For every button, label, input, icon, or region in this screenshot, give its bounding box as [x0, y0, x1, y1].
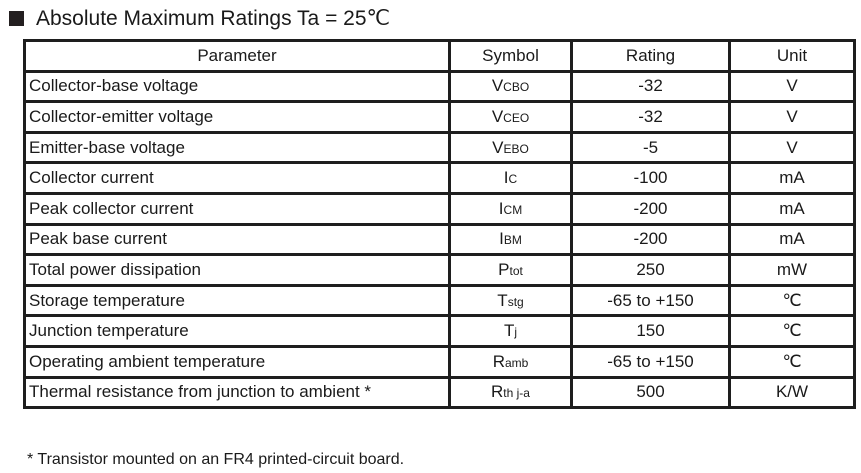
symbol-subscript: tot [509, 263, 523, 278]
parameter-cell: Operating ambient temperature [23, 344, 451, 379]
rating-cell: -32 [570, 69, 731, 104]
symbol-cell: VCEO [448, 100, 573, 134]
symbol-cell: Tj [448, 314, 573, 348]
section-title-text: Absolute Maximum Ratings Ta = 25℃ [36, 6, 391, 30]
rating-cell: 500 [570, 375, 731, 410]
symbol-subscript: CM [503, 202, 523, 217]
symbol-cell: Tstg [448, 283, 573, 318]
symbol-main: R [492, 351, 505, 371]
unit-cell: mA [728, 222, 856, 257]
unit-cell: K/W [728, 375, 856, 410]
symbol-subscript: CBO [503, 80, 530, 95]
rating-cell: -200 [570, 222, 731, 257]
unit-cell: V [728, 69, 856, 104]
footnote: * Transistor mounted on an FR4 printed-c… [27, 451, 405, 468]
symbol-subscript: th j-a [503, 386, 530, 401]
section-title: Absolute Maximum Ratings Ta = 25℃ [9, 4, 390, 32]
parameter-cell: Emitter-base voltage [23, 130, 451, 165]
rating-cell: -65 to +150 [570, 344, 731, 379]
rating-cell: 250 [570, 253, 731, 287]
parameter-cell: Peak collector current [23, 191, 451, 226]
header-parameter: Parameter [23, 39, 451, 73]
table-row: Peak base current IBM -200 mA [23, 222, 856, 257]
table-row: Collector-emitter voltage VCEO -32 V [23, 100, 856, 134]
header-rating: Rating [570, 39, 731, 73]
table-row: Thermal resistance from junction to ambi… [23, 375, 856, 410]
table-row: Emitter-base voltage VEBO -5 V [23, 130, 856, 165]
symbol-subscript: CEO [503, 110, 530, 125]
table-row: Collector-base voltage VCBO -32 V [23, 69, 856, 104]
rating-cell: -32 [570, 100, 731, 134]
ratings-table: Parameter Symbol Rating Unit Collector-b… [23, 39, 856, 410]
unit-cell: V [728, 100, 856, 134]
rating-cell: 150 [570, 314, 731, 348]
symbol-subscript: amb [504, 355, 529, 370]
symbol-main: R [491, 382, 504, 402]
parameter-cell: Junction temperature [23, 314, 451, 348]
parameter-cell: Peak base current [23, 222, 451, 257]
symbol-main: T [503, 321, 515, 341]
symbol-main: I [498, 198, 504, 218]
table-row: Junction temperature Tj 150 ℃ [23, 314, 856, 348]
header-unit: Unit [728, 39, 856, 73]
rating-cell: -5 [570, 130, 731, 165]
symbol-main: P [498, 259, 510, 279]
symbol-main: T [497, 290, 508, 310]
unit-cell: V [728, 130, 856, 165]
table-row: Storage temperature Tstg -65 to +150 ℃ [23, 283, 856, 318]
rating-cell: -65 to +150 [570, 283, 731, 318]
parameter-cell: Collector-base voltage [23, 69, 451, 104]
symbol-main: V [492, 137, 504, 157]
symbol-cell: Ptot [448, 253, 573, 287]
symbol-cell: VEBO [448, 130, 573, 165]
table-row: Operating ambient temperature Ramb -65 t… [23, 344, 856, 379]
parameter-cell: Storage temperature [23, 283, 451, 318]
table-row: Total power dissipation Ptot 250 mW [23, 253, 856, 287]
symbol-cell: IC [448, 161, 573, 195]
parameter-cell: Thermal resistance from junction to ambi… [23, 375, 451, 410]
symbol-main: V [491, 76, 504, 96]
symbol-subscript: C [508, 172, 518, 187]
table-row: Collector current IC -100 mA [23, 161, 856, 195]
rating-cell: -100 [570, 161, 731, 195]
symbol-subscript: stg [507, 294, 524, 309]
symbol-cell: IBM [448, 222, 573, 257]
symbol-subscript: EBO [503, 141, 529, 156]
parameter-cell: Collector-emitter voltage [23, 100, 451, 134]
unit-cell: mA [728, 161, 856, 195]
symbol-subscript: j [514, 325, 518, 340]
symbol-subscript: BM [503, 233, 522, 248]
symbol-cell: Ramb [448, 344, 573, 379]
symbol-cell: ICM [448, 191, 573, 226]
unit-cell: ℃ [728, 344, 856, 379]
rating-cell: -200 [570, 191, 731, 226]
symbol-cell: Rth j-a [448, 375, 573, 410]
table-header-row: Parameter Symbol Rating Unit [23, 39, 856, 73]
symbol-main: I [499, 229, 504, 249]
unit-cell: mW [728, 253, 856, 287]
header-symbol: Symbol [448, 39, 573, 73]
unit-cell: mA [728, 191, 856, 226]
parameter-cell: Collector current [23, 161, 451, 195]
symbol-cell: VCBO [448, 69, 573, 104]
unit-cell: ℃ [728, 283, 856, 318]
unit-cell: ℃ [728, 314, 856, 348]
symbol-main: V [491, 106, 504, 126]
parameter-cell: Total power dissipation [23, 253, 451, 287]
square-bullet-icon [9, 10, 24, 26]
symbol-main: I [503, 168, 509, 188]
table-row: Peak collector current ICM -200 mA [23, 191, 856, 226]
